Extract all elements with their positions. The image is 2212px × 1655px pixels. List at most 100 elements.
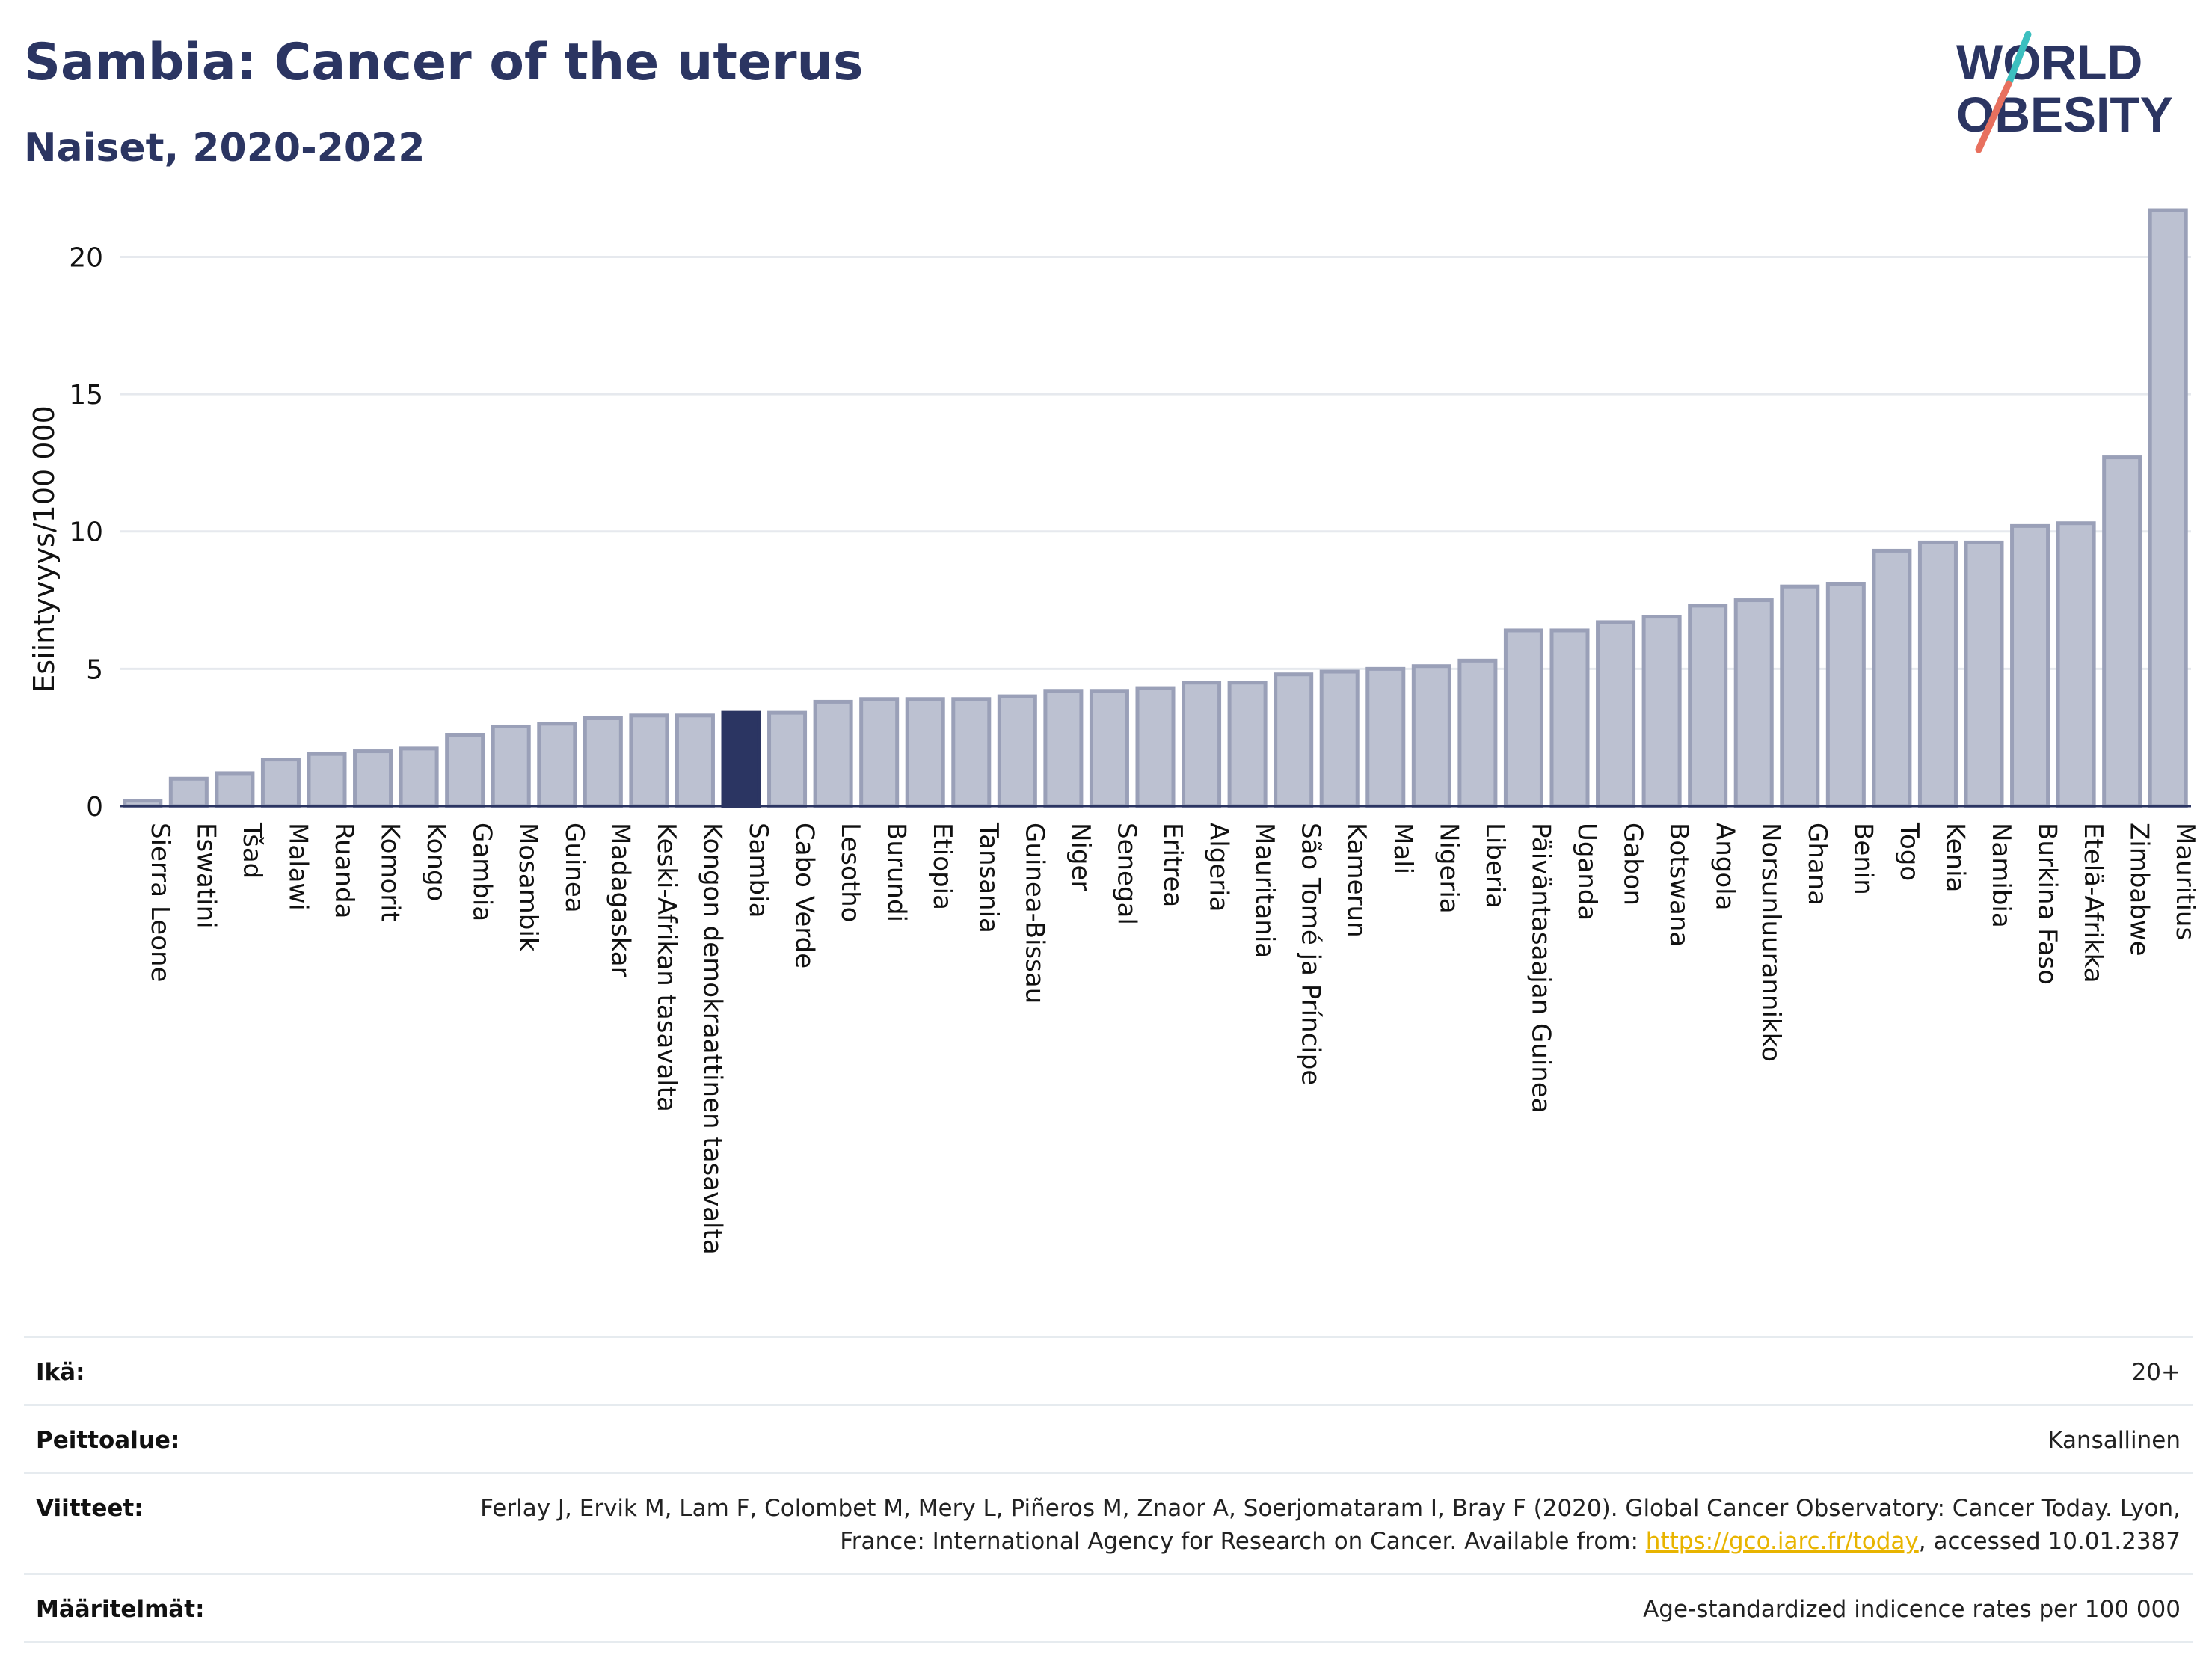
bar-chart: 0 5 10 15 20 Sierra Leone Eswatini Tšad Malawi Ru… xyxy=(28,208,2200,1255)
bar-guinea[interactable] xyxy=(537,722,577,808)
bar-norsunluurannikko[interactable] xyxy=(1733,598,1774,808)
y-axis-label: Esiintyvyys/100 000 xyxy=(28,405,61,693)
x-tick-label: Komorit xyxy=(375,823,405,921)
bar-lesotho[interactable] xyxy=(813,699,853,808)
bar-malawi[interactable] xyxy=(260,758,301,808)
x-tick-label: Lesotho xyxy=(835,823,865,922)
references-accessed: , accessed 10.01.2387 xyxy=(1918,1528,2181,1555)
bar-komorit[interactable] xyxy=(353,749,393,808)
x-tick-label: Algeria xyxy=(1204,823,1234,912)
x-tick-label: Tansania xyxy=(974,822,1004,933)
bar-guinea-bissau[interactable] xyxy=(997,694,1037,808)
bar-nigeria[interactable] xyxy=(1411,664,1451,808)
bar-burundi[interactable] xyxy=(859,697,900,808)
bar-togo[interactable] xyxy=(1872,548,1912,808)
x-tick-label: Uganda xyxy=(1572,823,1602,921)
x-tick-label: Etiopia xyxy=(927,823,957,910)
x-tick-label: Guinea-Bissau xyxy=(1019,823,1049,1004)
bar-madagaskar[interactable] xyxy=(583,716,623,808)
bar-mauritius[interactable] xyxy=(2148,208,2188,808)
x-tick-label: Mauritania xyxy=(1250,823,1279,958)
x-tick-label: Kenia xyxy=(1940,823,1970,892)
bar-kamerun[interactable] xyxy=(1319,669,1360,808)
meta-row-age: Ikä: 20+ xyxy=(24,1338,2193,1406)
bar-uganda[interactable] xyxy=(1549,628,1590,808)
bar-são-tomé-ja-príncipe[interactable] xyxy=(1274,672,1314,808)
x-tick-label: Niger xyxy=(1066,823,1096,891)
x-tick-label: Kongo xyxy=(421,823,451,901)
bar-sambia[interactable] xyxy=(721,710,761,808)
meta-value-coverage: Kansallinen xyxy=(2047,1427,2181,1454)
bar-etiopia[interactable] xyxy=(905,697,945,808)
x-tick-label: Cabo Verde xyxy=(790,823,820,968)
x-tick-label: Päiväntasaajan Guinea xyxy=(1526,823,1555,1114)
bar-senegal[interactable] xyxy=(1089,689,1129,808)
meta-label-age: Ikä: xyxy=(36,1359,85,1386)
x-tick-label: Senegal xyxy=(1111,823,1141,925)
bar-etelä-afrikka[interactable] xyxy=(2056,521,2096,808)
x-tick-label: Mali xyxy=(1388,823,1418,874)
bar-benin[interactable] xyxy=(1825,582,1866,808)
meta-row-references: Viitteet: Ferlay J, Ervik M, Lam F, Colo… xyxy=(24,1474,2193,1575)
bar-kenia[interactable] xyxy=(1917,540,1958,808)
references-link[interactable]: https://gco.iarc.fr/today xyxy=(1645,1528,1919,1555)
bar-eritrea[interactable] xyxy=(1135,686,1176,808)
x-tick-label: Namibia xyxy=(1986,823,2016,928)
chart-title: Sambia: Cancer of the uterus xyxy=(24,33,864,92)
bar-tansania[interactable] xyxy=(951,697,992,808)
x-tick-label: Nigeria xyxy=(1434,823,1463,914)
y-tick-label: 5 xyxy=(86,654,103,685)
x-tick-label: Etelä-Afrikka xyxy=(2078,823,2108,983)
bar-algeria[interactable] xyxy=(1182,681,1222,808)
x-tick-label: Kamerun xyxy=(1342,823,1371,938)
bar-angola[interactable] xyxy=(1688,604,1728,808)
bar-mosambik[interactable] xyxy=(491,724,531,808)
y-tick-label: 0 xyxy=(86,792,103,823)
meta-label-references: Viitteet: xyxy=(36,1495,144,1522)
bar-gambia[interactable] xyxy=(445,733,485,808)
x-tick-label: Sambia xyxy=(743,823,773,918)
bar-t-ad[interactable] xyxy=(215,771,255,808)
x-tick-label: Botswana xyxy=(1664,823,1694,947)
x-tick-label: Burkina Faso xyxy=(2033,823,2062,985)
world-obesity-logo: WORLD OBESITY xyxy=(1956,31,2173,153)
x-tick-label: Tšad xyxy=(237,822,267,879)
logo-slash-teal xyxy=(2005,31,2032,87)
bar-ruanda[interactable] xyxy=(307,752,347,808)
x-tick-label: Burundi xyxy=(882,823,912,922)
meta-value-age: 20+ xyxy=(2131,1359,2181,1386)
bar-niger[interactable] xyxy=(1043,689,1084,808)
bar-burkina-faso[interactable] xyxy=(2010,523,2050,808)
bar-kongo[interactable] xyxy=(399,746,439,808)
bar-cabo-verde[interactable] xyxy=(767,710,808,808)
bar-botswana[interactable] xyxy=(1641,615,1682,808)
x-tick-label: Liberia xyxy=(1480,823,1510,909)
y-tick-label: 10 xyxy=(69,518,103,548)
chart-subtitle: Naiset, 2020-2022 xyxy=(24,126,425,171)
bar-kongon-demokraattinen-tasavalta[interactable] xyxy=(675,713,715,808)
metadata-table: Ikä: 20+ Peittoalue: Kansallinen Viittee… xyxy=(24,1336,2193,1643)
logo-slash-coral xyxy=(1975,80,2012,153)
y-tick-label: 20 xyxy=(69,242,103,273)
logo-word-world: WORLD xyxy=(1956,34,2142,90)
bar-gabon[interactable] xyxy=(1596,620,1636,808)
bar-liberia[interactable] xyxy=(1457,658,1498,808)
bar-mauritania[interactable] xyxy=(1227,681,1268,808)
x-tick-label: Mosambik xyxy=(513,823,543,952)
axes: 0 5 10 15 20 Sierra Leone Eswatini Tšad Malawi Ru… xyxy=(69,242,2200,1254)
references-text: Ferlay J, Ervik M, Lam F, Colombet M, Me… xyxy=(480,1495,2181,1555)
bars xyxy=(123,208,2188,808)
x-tick-label: Ruanda xyxy=(329,823,359,918)
x-tick-label: São Tomé ja Príncipe xyxy=(1296,823,1326,1085)
bar-zimbabwe[interactable] xyxy=(2102,455,2142,808)
bar-mali[interactable] xyxy=(1365,666,1406,808)
x-tick-label: Togo xyxy=(1894,822,1924,881)
x-tick-label: Kongon demokraattinen tasavalta xyxy=(697,823,727,1255)
x-tick-label: Gambia xyxy=(467,823,497,921)
bar-eswatini[interactable] xyxy=(168,776,209,808)
bar-namibia[interactable] xyxy=(1964,540,2004,808)
meta-row-definitions: Määritelmät: Age-standardized indicence … xyxy=(24,1575,2193,1643)
bar-ghana[interactable] xyxy=(1780,584,1820,808)
bar-keski-afrikan-tasavalta[interactable] xyxy=(629,713,669,808)
bar-päiväntasaajan-guinea[interactable] xyxy=(1503,628,1543,808)
